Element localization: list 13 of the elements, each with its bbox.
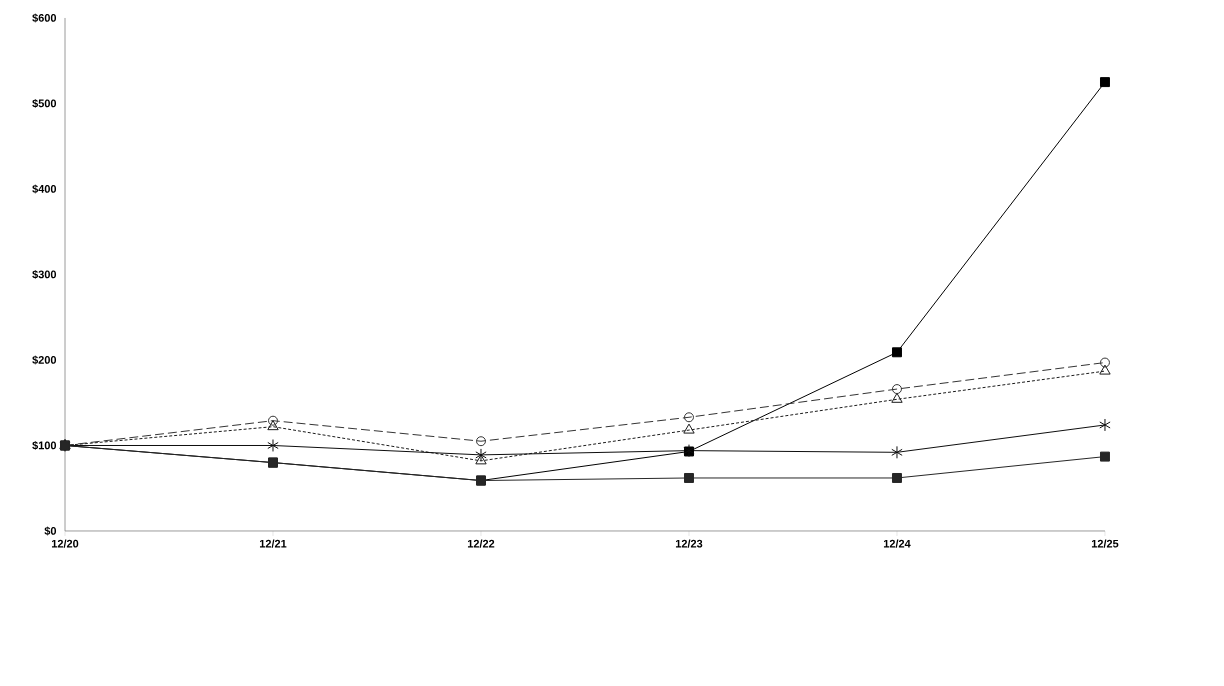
y-tick-label: $300 [32,270,57,279]
x-tick-label: 12/24 [883,539,911,548]
x-tick-label: 12/25 [1091,539,1119,548]
y-tick-label: $0 [44,526,57,536]
x-tick-label: 12/21 [259,539,287,548]
y-tick-label: $200 [32,355,57,365]
y-tick-label: $500 [32,99,57,108]
y-tick-label: $100 [32,441,57,450]
x-tick-label: 12/23 [675,539,703,548]
y-tick-label: $400 [32,184,57,194]
x-tick-label: 12/22 [467,539,495,548]
x-tick-label: 12/20 [51,539,79,548]
y-tick-label: $600 [32,13,57,23]
